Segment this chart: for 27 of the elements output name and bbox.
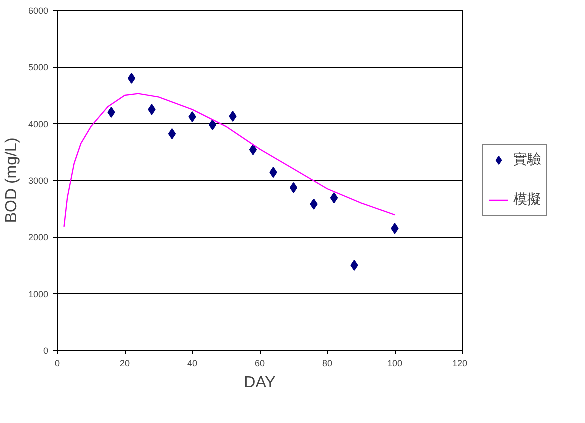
legend-label: 模擬 xyxy=(514,191,542,209)
y-tick-label: 3000 xyxy=(28,176,49,186)
y-tick-label: 0 xyxy=(43,346,49,356)
x-tick-label: 120 xyxy=(452,358,468,368)
x-tick-label: 0 xyxy=(54,358,60,368)
x-tick-label: 60 xyxy=(254,358,266,368)
y-tick-label: 4000 xyxy=(28,119,49,130)
point xyxy=(350,260,358,271)
y-axis-title: BOD (mg/L) xyxy=(3,138,20,224)
line-series xyxy=(64,93,396,228)
x-tick-label: 20 xyxy=(120,358,130,368)
point xyxy=(290,182,298,194)
x-axis-title: DAY xyxy=(244,374,276,392)
point xyxy=(128,73,136,84)
point xyxy=(330,192,338,204)
point xyxy=(108,107,116,118)
x-tick-label: 40 xyxy=(187,358,198,368)
point xyxy=(168,128,176,140)
point xyxy=(249,144,258,156)
y-tick-label: 2000 xyxy=(28,232,49,243)
point xyxy=(208,119,217,130)
y-tick-label: 1000 xyxy=(28,289,49,300)
y-tick-label: 5000 xyxy=(28,62,49,73)
x-tick-label: 80 xyxy=(322,358,333,368)
legend-label: 實驗 xyxy=(514,151,542,169)
x-tick-label: 100 xyxy=(387,358,403,368)
y-tick-label: 6000 xyxy=(28,6,49,16)
